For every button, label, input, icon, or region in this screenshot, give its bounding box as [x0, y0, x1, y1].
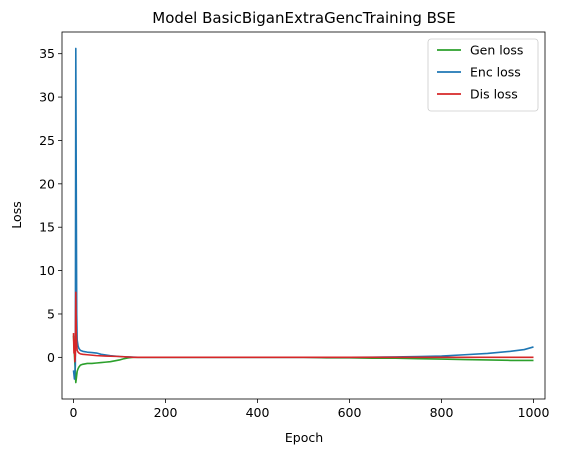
legend-box — [427, 38, 539, 112]
legend-label-0: Gen loss — [470, 43, 523, 58]
legend: Gen loss Enc loss Dis loss — [427, 38, 539, 112]
y-axis-label: Loss — [9, 201, 24, 228]
legend-label-1: Enc loss — [470, 65, 521, 80]
y-tick-label: 10 — [39, 263, 55, 278]
y-tick-label: 25 — [39, 133, 55, 148]
y-tick-label: 5 — [47, 306, 55, 321]
y-tick-label: 0 — [47, 350, 55, 365]
y-tick-label: 15 — [39, 220, 55, 235]
x-tick-label: 200 — [154, 405, 178, 420]
legend-label-2: Dis loss — [470, 87, 518, 102]
x-tick-label: 0 — [70, 405, 78, 420]
y-tick-label: 20 — [39, 176, 55, 191]
x-axis: 0 200 400 600 800 1000 — [70, 399, 550, 420]
y-axis: 0 5 10 15 20 25 30 35 — [39, 46, 62, 365]
plot-frame — [61, 31, 546, 400]
x-tick-label: 400 — [246, 405, 270, 420]
plot-area — [72, 47, 534, 384]
chart-title: Model BasicBiganExtraGencTraining BSE — [152, 9, 455, 27]
y-tick-label: 35 — [39, 46, 55, 61]
x-tick-label: 600 — [338, 405, 362, 420]
x-axis-label: Epoch — [285, 430, 323, 445]
x-tick-label: 1000 — [518, 405, 550, 420]
series-line-0 — [72, 335, 534, 384]
series-line-2 — [72, 291, 534, 363]
y-tick-label: 30 — [39, 90, 55, 105]
x-tick-label: 800 — [430, 405, 454, 420]
